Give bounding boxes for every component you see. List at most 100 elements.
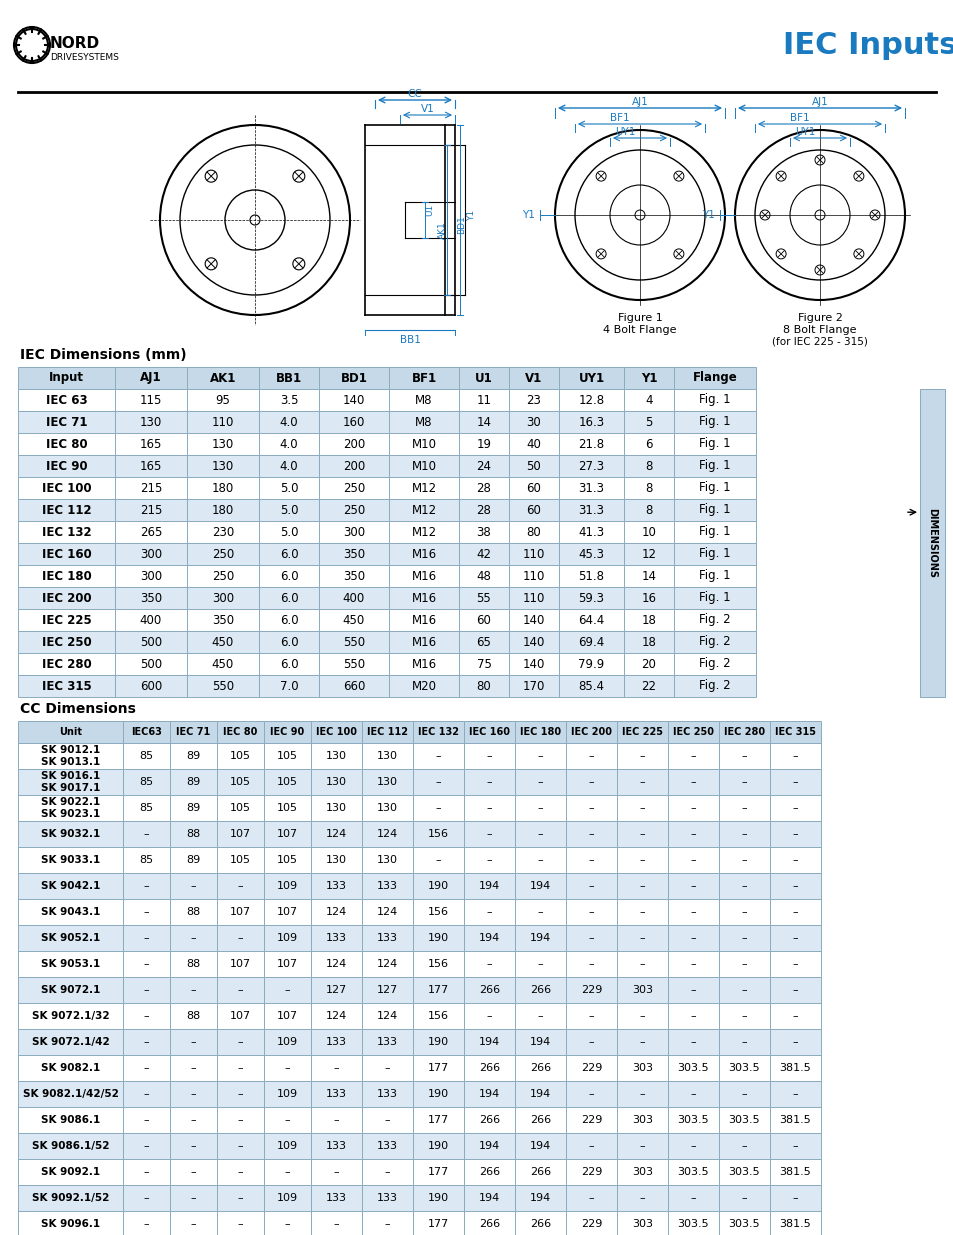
Text: IEC 225: IEC 225 bbox=[621, 727, 662, 737]
Bar bbox=[123, 977, 170, 1003]
Text: IEC 315: IEC 315 bbox=[42, 679, 91, 693]
Text: –: – bbox=[436, 751, 441, 761]
Bar bbox=[318, 521, 389, 543]
Text: M10: M10 bbox=[411, 437, 436, 451]
Text: –: – bbox=[792, 829, 798, 839]
Bar bbox=[719, 899, 769, 925]
Bar bbox=[463, 1158, 515, 1186]
Bar bbox=[769, 1055, 821, 1081]
Bar bbox=[389, 367, 458, 389]
Text: –: – bbox=[144, 1011, 150, 1021]
Text: 133: 133 bbox=[326, 1089, 347, 1099]
Bar bbox=[458, 454, 509, 477]
Text: –: – bbox=[740, 960, 746, 969]
Bar bbox=[463, 821, 515, 847]
Text: 350: 350 bbox=[140, 592, 162, 604]
Bar bbox=[115, 454, 187, 477]
Text: Y1: Y1 bbox=[521, 210, 535, 220]
Text: –: – bbox=[144, 986, 150, 995]
Text: –: – bbox=[690, 855, 696, 864]
Bar bbox=[458, 433, 509, 454]
Bar bbox=[719, 1132, 769, 1158]
Text: –: – bbox=[740, 751, 746, 761]
Bar bbox=[515, 1158, 565, 1186]
Text: –: – bbox=[792, 986, 798, 995]
Bar bbox=[361, 1107, 413, 1132]
Bar bbox=[458, 676, 509, 697]
Bar bbox=[458, 543, 509, 564]
Bar bbox=[463, 925, 515, 951]
Text: –: – bbox=[191, 1193, 196, 1203]
Text: 79.9: 79.9 bbox=[578, 657, 604, 671]
Text: M16: M16 bbox=[411, 569, 436, 583]
Bar bbox=[413, 1003, 463, 1029]
Text: 140: 140 bbox=[522, 657, 544, 671]
Text: –: – bbox=[792, 855, 798, 864]
Text: 21.8: 21.8 bbox=[578, 437, 604, 451]
Bar bbox=[515, 977, 565, 1003]
Bar bbox=[565, 1029, 617, 1055]
Text: 89: 89 bbox=[186, 777, 200, 787]
Text: 80: 80 bbox=[476, 679, 491, 693]
Bar bbox=[123, 1055, 170, 1081]
Text: 109: 109 bbox=[276, 1193, 297, 1203]
Bar bbox=[258, 564, 318, 587]
Bar bbox=[458, 477, 509, 499]
Text: SK 9092.1: SK 9092.1 bbox=[41, 1167, 100, 1177]
Text: CC Dimensions: CC Dimensions bbox=[20, 701, 135, 716]
Bar bbox=[170, 847, 216, 873]
Text: 6.0: 6.0 bbox=[279, 592, 298, 604]
Bar bbox=[258, 433, 318, 454]
Bar bbox=[311, 1158, 361, 1186]
Text: –: – bbox=[144, 1063, 150, 1073]
Bar bbox=[558, 454, 623, 477]
Text: IEC 250: IEC 250 bbox=[42, 636, 91, 648]
Bar bbox=[719, 1029, 769, 1055]
Text: –: – bbox=[639, 881, 644, 890]
Bar bbox=[673, 499, 755, 521]
Text: –: – bbox=[237, 1089, 243, 1099]
Text: 130: 130 bbox=[326, 803, 347, 813]
Bar bbox=[18, 477, 115, 499]
Bar bbox=[318, 631, 389, 653]
Bar bbox=[389, 454, 458, 477]
Text: –: – bbox=[237, 1219, 243, 1229]
Bar bbox=[558, 631, 623, 653]
Bar bbox=[18, 721, 123, 743]
Bar bbox=[216, 847, 264, 873]
Text: Fig. 1: Fig. 1 bbox=[699, 592, 730, 604]
Text: 450: 450 bbox=[212, 657, 233, 671]
Bar bbox=[170, 1212, 216, 1235]
Bar bbox=[667, 925, 719, 951]
Bar bbox=[463, 1003, 515, 1029]
Text: UY1: UY1 bbox=[578, 372, 604, 384]
Text: 5: 5 bbox=[644, 415, 652, 429]
Text: –: – bbox=[690, 906, 696, 918]
Bar bbox=[673, 477, 755, 499]
Text: –: – bbox=[639, 1141, 644, 1151]
Text: –: – bbox=[792, 960, 798, 969]
Text: 450: 450 bbox=[212, 636, 233, 648]
Text: –: – bbox=[792, 1193, 798, 1203]
Bar bbox=[258, 367, 318, 389]
Text: 194: 194 bbox=[478, 932, 499, 944]
Bar bbox=[463, 1029, 515, 1055]
Text: 300: 300 bbox=[342, 526, 365, 538]
Bar bbox=[361, 721, 413, 743]
Text: U1: U1 bbox=[425, 204, 434, 216]
Bar bbox=[18, 543, 115, 564]
Bar bbox=[318, 587, 389, 609]
Bar bbox=[458, 389, 509, 411]
Text: –: – bbox=[690, 777, 696, 787]
Bar bbox=[719, 873, 769, 899]
Bar bbox=[719, 925, 769, 951]
Bar bbox=[623, 631, 673, 653]
Bar bbox=[311, 899, 361, 925]
Text: 105: 105 bbox=[276, 777, 297, 787]
Text: DIMENSIONS: DIMENSIONS bbox=[926, 508, 937, 578]
Text: –: – bbox=[588, 906, 594, 918]
Text: 109: 109 bbox=[276, 881, 297, 890]
Text: 85: 85 bbox=[139, 751, 153, 761]
Bar bbox=[463, 1107, 515, 1132]
Text: –: – bbox=[144, 1167, 150, 1177]
